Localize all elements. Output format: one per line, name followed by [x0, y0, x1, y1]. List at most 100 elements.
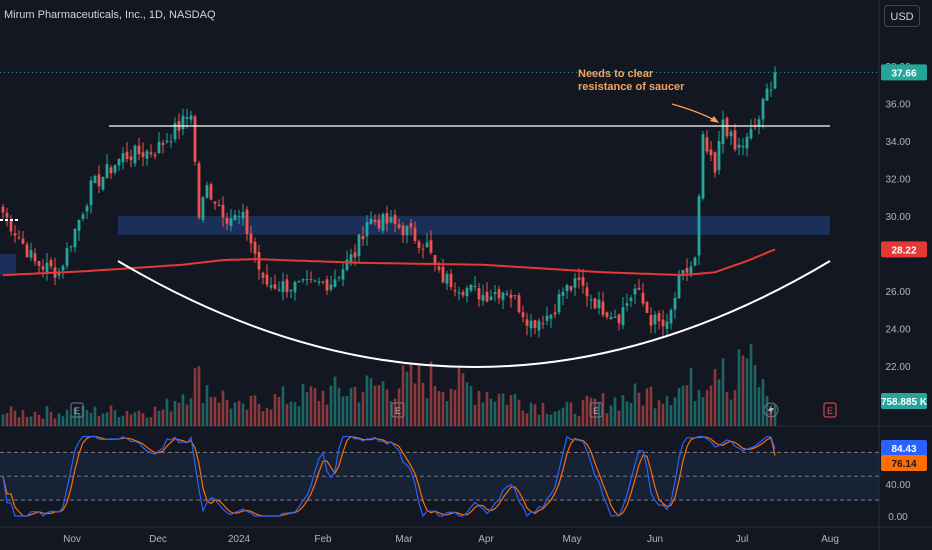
volume-bar [441, 391, 445, 426]
candle [341, 269, 345, 280]
volume-bar [701, 397, 705, 426]
volume-bar [37, 414, 41, 426]
price-tick-label: 30.00 [885, 212, 910, 223]
candle [497, 289, 501, 299]
candle [713, 152, 717, 173]
volume-bar [89, 412, 93, 426]
candle [269, 285, 273, 288]
candle [117, 159, 121, 166]
candle [69, 246, 73, 248]
volume-bar [569, 402, 573, 426]
volume-bar [145, 417, 149, 426]
volume-bar [733, 390, 737, 426]
volume-bar [129, 414, 133, 426]
volume-bar [553, 411, 557, 426]
volume-bar [537, 414, 541, 426]
candle [617, 314, 621, 324]
candle [217, 204, 221, 206]
candle [393, 214, 397, 224]
volume-bar [173, 400, 177, 426]
candle [757, 119, 761, 126]
candle [29, 250, 33, 258]
candle [401, 225, 405, 236]
volume-bar [641, 405, 645, 426]
volume-bar [45, 405, 49, 426]
candle [397, 224, 401, 228]
ma-value-badge-bg [881, 241, 927, 258]
volume-bar [357, 402, 361, 426]
candle [565, 285, 569, 292]
candle [669, 309, 673, 324]
candle [581, 277, 585, 286]
volume-bar [737, 349, 741, 426]
x-tick-label: May [563, 534, 582, 545]
volume-bar [105, 412, 109, 426]
volume-bar [245, 409, 249, 426]
candle [293, 282, 297, 293]
volume-bar [433, 385, 437, 426]
candle [733, 130, 737, 150]
volume-bar [673, 397, 677, 426]
candle [261, 272, 265, 278]
volume-bar [389, 401, 393, 426]
candle [549, 314, 553, 319]
candle [105, 164, 109, 179]
candle [541, 323, 545, 325]
volume-bar [573, 413, 577, 426]
candle [281, 281, 285, 292]
candle [305, 279, 309, 281]
volume-bar [689, 368, 693, 426]
volume-bar [285, 404, 289, 426]
candle [1, 206, 5, 213]
candle [413, 227, 417, 241]
volume-bar [669, 405, 673, 426]
x-tick-label: Nov [63, 534, 81, 545]
volume-bar [53, 418, 57, 426]
volume-bar [533, 404, 537, 426]
volume-bar [469, 386, 473, 426]
candle [693, 257, 697, 266]
stochastic-tick-label: 0.00 [888, 512, 908, 523]
candle [229, 218, 233, 226]
candle [5, 212, 9, 218]
volume-bar [757, 387, 761, 426]
candle [101, 176, 105, 190]
candle [185, 117, 189, 119]
price-tick-label: 34.00 [885, 137, 910, 148]
volume-bar [749, 344, 753, 426]
volume-bar [473, 404, 477, 426]
candle [353, 252, 357, 258]
earnings-marker-box [70, 402, 84, 418]
volume-bar [465, 382, 469, 426]
volume-bar [5, 413, 9, 426]
volume-bar [205, 385, 209, 426]
volume-bar [181, 394, 185, 426]
candle [505, 293, 509, 295]
volume-bar [401, 365, 405, 426]
candle [537, 320, 541, 331]
candle [681, 269, 685, 275]
volume-bar [293, 402, 297, 426]
volume-bar [509, 395, 513, 426]
candle [421, 248, 425, 250]
candle [533, 320, 537, 328]
candle [653, 314, 657, 325]
currency-button[interactable]: USD [884, 5, 920, 27]
volume-bar [485, 392, 489, 426]
price-tick-label: 22.00 [885, 362, 910, 373]
volume-bar [697, 390, 701, 426]
candle [481, 294, 485, 301]
candle [129, 156, 133, 161]
volume-bar [161, 409, 165, 426]
candle [641, 292, 645, 304]
volume-bar [141, 413, 145, 426]
candle [165, 140, 169, 142]
candle [521, 312, 525, 318]
candle [349, 254, 353, 262]
candle [433, 255, 437, 264]
volume-bar [17, 417, 21, 426]
volume-bar [593, 398, 597, 426]
volume-bar [277, 396, 281, 426]
candle [593, 298, 597, 309]
